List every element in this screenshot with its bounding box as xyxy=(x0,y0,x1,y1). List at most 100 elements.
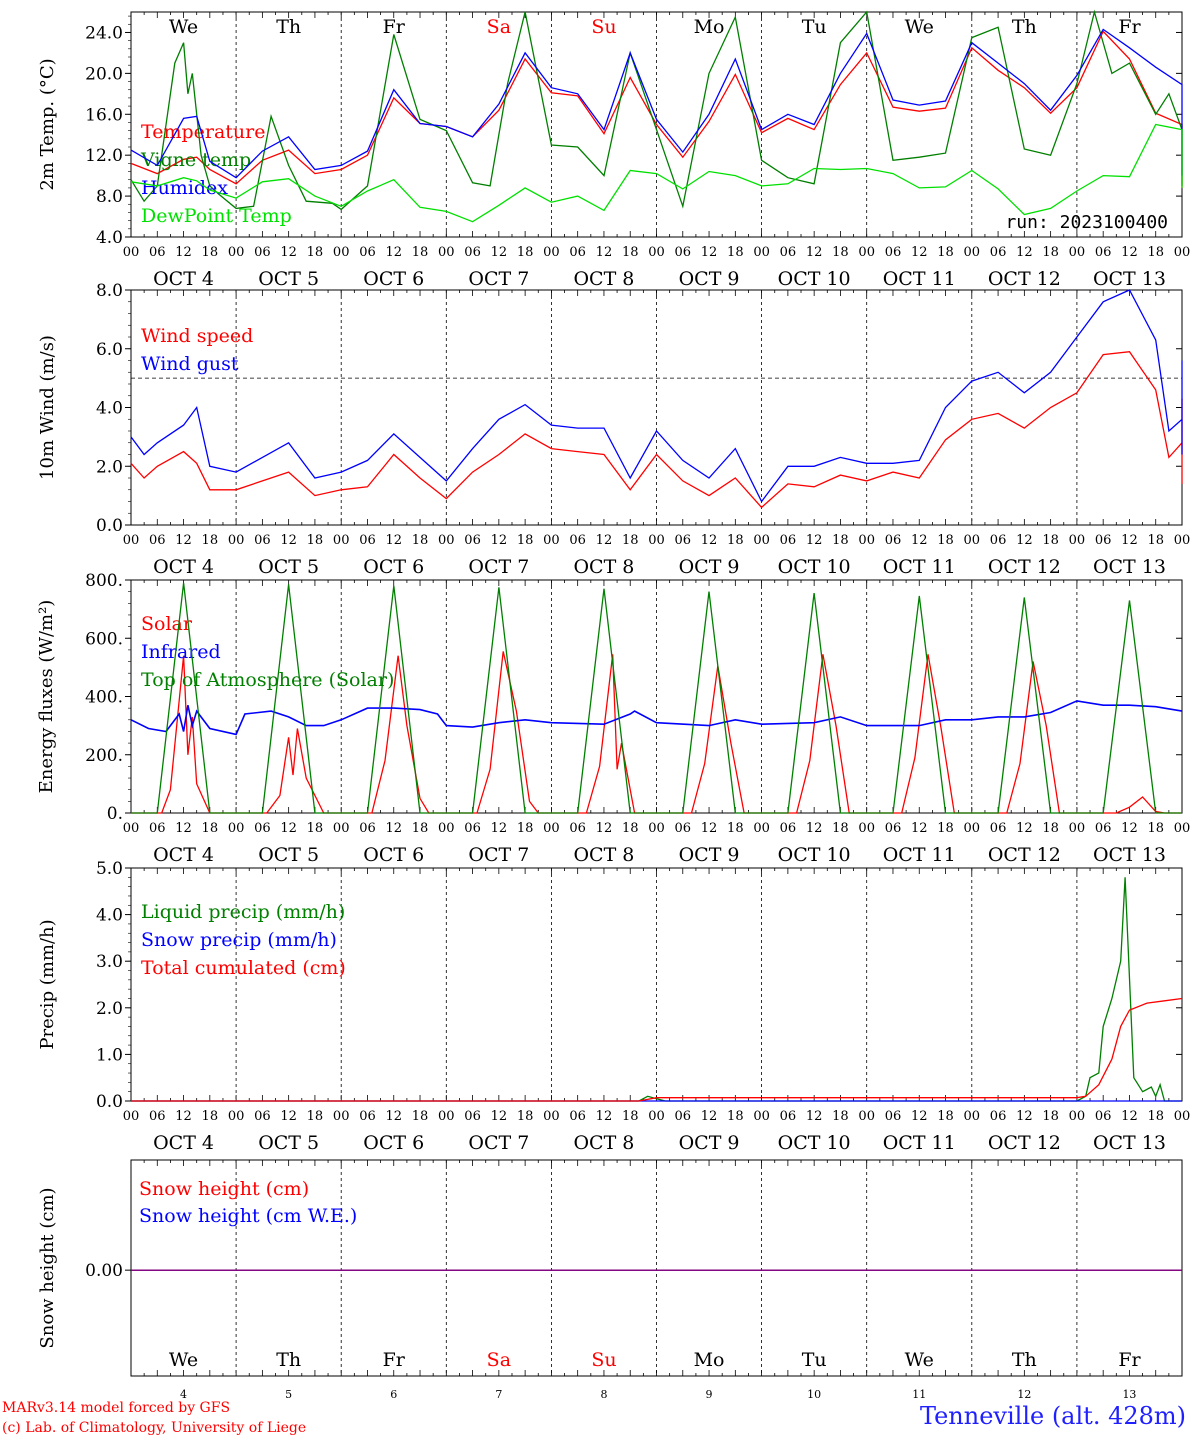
panel3-ytick-label: 800. xyxy=(85,571,123,591)
panel2-hour-label: 12 xyxy=(1016,533,1033,548)
panel3-hour-label: 06 xyxy=(990,821,1007,836)
panel2-hour-label: 06 xyxy=(359,533,376,548)
panel1-weekday: Sa xyxy=(487,16,511,38)
panel4-hour-label: 06 xyxy=(149,1109,166,1124)
panel3-hour-label: 18 xyxy=(517,821,534,836)
panel3-ytick-label: 400. xyxy=(85,688,123,708)
panel4-hour-label: 06 xyxy=(780,1109,797,1124)
panel1-weekday: We xyxy=(905,16,934,38)
panel4-hour-label: 06 xyxy=(885,1109,902,1124)
panel1-hour-label: 06 xyxy=(780,245,797,260)
panel2-hour-label: 18 xyxy=(412,533,429,548)
panel5-weekday: Fr xyxy=(383,1349,406,1371)
panel3-hour-label: 00 xyxy=(543,821,560,836)
panel2-hour-label: 06 xyxy=(1095,533,1112,548)
day-number: 11 xyxy=(912,1388,926,1400)
panel3-hour-label: 18 xyxy=(727,821,744,836)
panel4-hour-label: 06 xyxy=(359,1109,376,1124)
panel2-series-wind-gust xyxy=(130,289,1183,503)
panel2-date-label: OCT 4 xyxy=(153,556,214,578)
panel2-ylabel: 10m Wind (m/s) xyxy=(37,335,58,480)
panel3-ylabel: Energy fluxes (W/m²) xyxy=(36,600,57,794)
panel1-hour-label: 18 xyxy=(832,245,849,260)
panel1-hour-label: 06 xyxy=(464,245,481,260)
panel2-hour-label: 06 xyxy=(675,533,692,548)
panel4-hour-label: 00 xyxy=(964,1109,981,1124)
panel3-hour-label: 12 xyxy=(911,821,928,836)
panel3-hour-label: 06 xyxy=(569,821,586,836)
panel1-hour-label: 00 xyxy=(648,245,665,260)
panel3-legend-top-of-atmosphere-solar-: Top of Atmosphere (Solar) xyxy=(141,669,394,691)
panel4-hour-label: 18 xyxy=(412,1109,429,1124)
panel2-hour-label: 12 xyxy=(596,533,613,548)
panel4-hour-label: 06 xyxy=(1095,1109,1112,1124)
panel2-hour-label: 18 xyxy=(622,533,639,548)
panel1-date-label: OCT 6 xyxy=(363,268,424,290)
panel4-ytick-label: 4.0 xyxy=(96,906,123,926)
panel2-legend-wind-speed: Wind speed xyxy=(141,325,253,347)
panel4-hour-label: 12 xyxy=(806,1109,823,1124)
day-number: 13 xyxy=(1122,1388,1136,1400)
panel2-date-label: OCT 12 xyxy=(988,556,1061,578)
panel4-date-label: OCT 6 xyxy=(363,1132,424,1154)
panel4-hour-label: 12 xyxy=(911,1109,928,1124)
panel2-hour-label: 06 xyxy=(569,533,586,548)
panel4-legend-total-cumulated-cm-: Total cumulated (cm) xyxy=(141,957,346,979)
panel1-weekday: Fr xyxy=(1118,16,1141,38)
panel1-hour-label: 06 xyxy=(569,245,586,260)
panel1-hour-label: 00 xyxy=(1069,245,1086,260)
panel2-date-label: OCT 7 xyxy=(468,556,529,578)
panel2-hour-label: 00 xyxy=(123,533,140,548)
panel3-series-solar xyxy=(131,651,1182,814)
panel1-series-dewpoint-temp xyxy=(130,123,1183,223)
panel1-hour-label: 06 xyxy=(1095,245,1112,260)
day-number: 9 xyxy=(706,1388,713,1400)
panel5-ytick-label: 0.00 xyxy=(85,1261,123,1281)
panel5-weekday: Tu xyxy=(802,1349,827,1371)
panel3-hour-label: 00 xyxy=(333,821,350,836)
panel2-hour-label: 00 xyxy=(858,533,875,548)
panel2-hour-label: 18 xyxy=(1042,533,1059,548)
panel4-ytick-label: 5.0 xyxy=(96,859,123,879)
panel4-hour-label: 18 xyxy=(517,1109,534,1124)
panel2-ytick-label: 2.0 xyxy=(96,457,123,477)
panel1-hour-label: 06 xyxy=(254,245,271,260)
panel4-date-label: OCT 11 xyxy=(883,1132,956,1154)
panel2-hour-label: 12 xyxy=(175,533,192,548)
panel4-hour-label: 12 xyxy=(491,1109,508,1124)
panel3-date-label: OCT 11 xyxy=(883,844,956,866)
panel4-date-label: OCT 8 xyxy=(573,1132,634,1154)
panel4-hour-label: 00 xyxy=(543,1109,560,1124)
panel1-hour-label: 00 xyxy=(753,245,770,260)
panel3-hour-label: 18 xyxy=(202,821,219,836)
panel1-hour-label: 00 xyxy=(123,245,140,260)
panel1-legend-dewpoint-temp: DewPoint Temp xyxy=(141,205,292,227)
panel1-hour-label: 12 xyxy=(911,245,928,260)
panel2-hour-label: 00 xyxy=(1069,533,1086,548)
panel4-date-label: OCT 9 xyxy=(679,1132,740,1154)
panel2-date-label: OCT 8 xyxy=(573,556,634,578)
panel5-weekday: Fr xyxy=(1118,1349,1141,1371)
panel3-hour-label: 12 xyxy=(385,821,402,836)
panel2-hour-label: 00 xyxy=(648,533,665,548)
panel4-hour-label: 12 xyxy=(1016,1109,1033,1124)
panel5-weekday: Th xyxy=(276,1349,301,1371)
panel3-series-top-of-atmosphere-solar- xyxy=(131,582,1182,814)
panel3-ytick-label: 0. xyxy=(107,804,123,824)
panel2-hour-label: 18 xyxy=(202,533,219,548)
panel4-hour-label: 06 xyxy=(254,1109,271,1124)
panel1-legend-temperature: Temperature xyxy=(141,121,265,143)
panel1-date-label: OCT 5 xyxy=(258,268,319,290)
panel5-legend-snow-height-cm-: Snow height (cm) xyxy=(139,1178,309,1200)
panel4-series-liquid-precip-mm-h- xyxy=(131,877,1182,1102)
panel3-legend-solar: Solar xyxy=(141,613,193,635)
panel3-hour-label: 00 xyxy=(1069,821,1086,836)
panel2-hour-label: 18 xyxy=(727,533,744,548)
panel3-hour-label: 18 xyxy=(622,821,639,836)
panel5-ylabel: Snow height (cm) xyxy=(37,1187,58,1348)
panel3-hour-label: 12 xyxy=(280,821,297,836)
panel4-hour-label: 06 xyxy=(569,1109,586,1124)
panel3-hour-label: 12 xyxy=(701,821,718,836)
panel2-hour-label: 06 xyxy=(149,533,166,548)
panel3-date-label: OCT 4 xyxy=(153,844,214,866)
